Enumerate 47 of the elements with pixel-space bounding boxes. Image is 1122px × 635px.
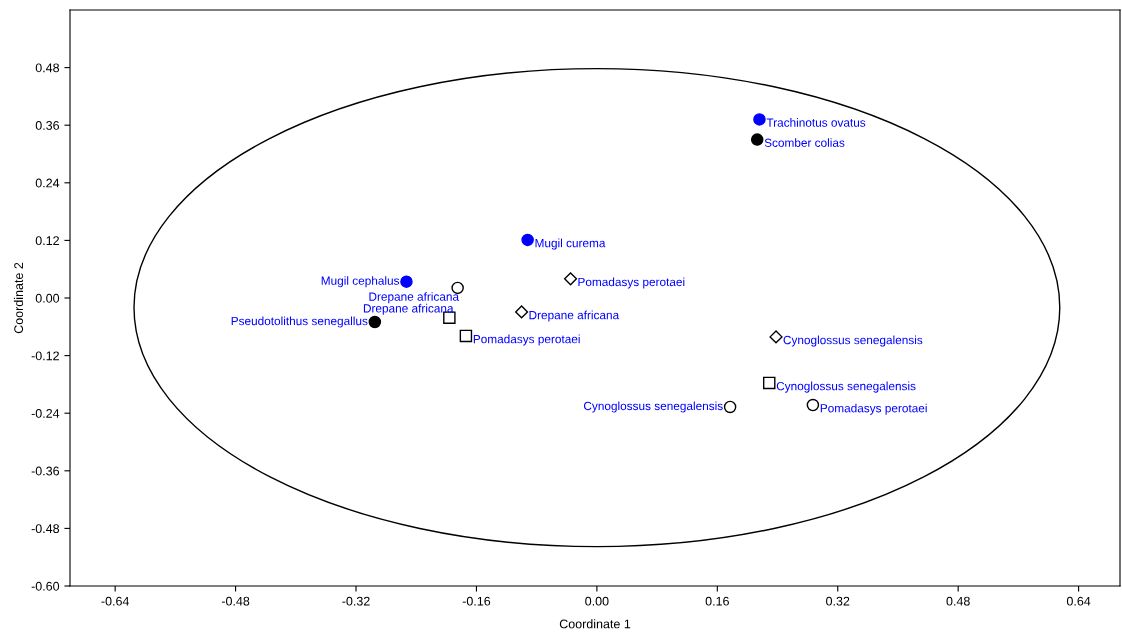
point	[521, 233, 534, 247]
y-tick-label: -0.60	[31, 581, 60, 591]
y-tick-label: 0.24	[35, 178, 60, 188]
y-tick-label: -0.48	[31, 524, 60, 534]
y-tick-label: 0.36	[35, 121, 60, 130]
annotation: Pomadasys perotaei	[820, 403, 927, 415]
annotation: Drepane africana	[363, 303, 454, 315]
x-tick-label: 0.00	[585, 596, 609, 606]
y-tick-label: -0.36	[31, 466, 60, 476]
y-tick-label: 0.00	[35, 293, 60, 303]
point	[563, 272, 578, 286]
x-tick-label: 0.16	[705, 596, 729, 606]
point	[459, 329, 473, 343]
x-axis-title: Coordinate 1	[559, 619, 631, 629]
annotation: Cynoglossus senegalensis	[583, 401, 723, 413]
point	[806, 398, 820, 412]
point	[515, 305, 529, 319]
point	[769, 330, 783, 344]
point	[753, 113, 766, 126]
y-axis-title: Coordinate 2	[13, 262, 24, 334]
x-tick-label: -0.64	[101, 596, 130, 606]
annotation: Scomber colias	[764, 138, 845, 147]
x-tick-label: -0.32	[342, 596, 370, 606]
x-tick-label: 0.48	[946, 596, 970, 606]
y-tick-label: 0.12	[35, 236, 59, 246]
annotation: Mugil cephalus	[321, 276, 400, 288]
y-tick-label: 0.48	[35, 63, 60, 73]
x-tick-label: -0.16	[462, 596, 491, 606]
annotation: Cynoglossus senegalensis	[783, 335, 923, 347]
point	[723, 400, 737, 414]
annotation: Drepane africana	[369, 292, 460, 304]
x-tick-label: 0.64	[1066, 596, 1091, 606]
annotation: Trachinotus ovatus	[766, 118, 866, 127]
point	[400, 275, 413, 288]
point	[368, 315, 382, 329]
annotation: Pomadasys perotaei	[473, 334, 580, 346]
annotation: Cynoglossus senegalensis	[776, 381, 916, 393]
annotation: Mugil curema	[535, 238, 606, 250]
y-tick-label: -0.24	[31, 409, 60, 418]
annotation: Pseudotolithus senegallus	[231, 316, 368, 328]
annotation: Pomadasys perotaei	[578, 277, 685, 289]
y-tick-label: -0.12	[31, 351, 59, 361]
x-tick-label: 0.32	[826, 596, 850, 606]
point	[762, 376, 776, 390]
x-tick-label: -0.48	[221, 596, 250, 606]
point	[750, 133, 764, 146]
annotation: Drepane africana	[529, 310, 620, 322]
